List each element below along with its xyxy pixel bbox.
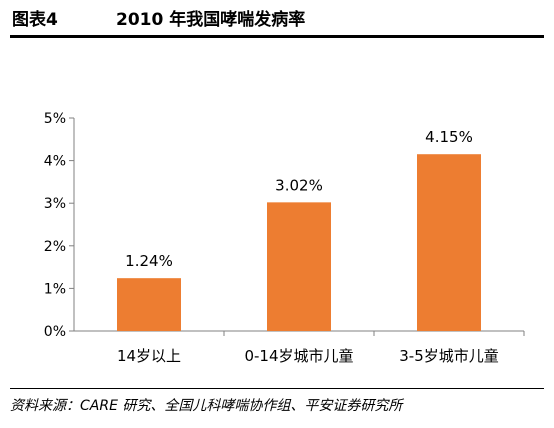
x-tick-label: 3-5岁城市儿童 bbox=[399, 347, 499, 365]
figure-label: 图表4 bbox=[12, 10, 58, 30]
data-label: 4.15% bbox=[425, 128, 473, 146]
y-tick-label: 2% bbox=[44, 239, 66, 255]
data-label: 1.24% bbox=[125, 252, 173, 270]
bar bbox=[417, 154, 481, 331]
x-tick-label: 14岁以上 bbox=[117, 347, 181, 365]
bar-chart: 0% 1% 2% 3% 4% 5% 1.24% 14岁以上 3.02% 0-14岁城市儿童 4.15… bbox=[44, 111, 525, 365]
y-tick-label: 4% bbox=[44, 154, 66, 170]
y-tick-label: 1% bbox=[44, 281, 66, 297]
data-label: 3.02% bbox=[275, 176, 323, 194]
bar bbox=[267, 202, 331, 331]
chart-title: 2010 年我国哮喘发病率 bbox=[116, 10, 306, 30]
bar bbox=[117, 278, 181, 331]
x-tick-label: 0-14岁城市儿童 bbox=[244, 347, 353, 365]
figure-header: 图表4 2010 年我国哮喘发病率 bbox=[10, 8, 544, 38]
source-note: 资料来源：CARE 研究、全国儿科哮喘协作组、平安证券研究所 bbox=[10, 388, 544, 415]
y-tick-label: 0% bbox=[44, 324, 66, 340]
y-tick-label: 3% bbox=[44, 196, 66, 212]
y-tick-label: 5% bbox=[44, 111, 66, 127]
